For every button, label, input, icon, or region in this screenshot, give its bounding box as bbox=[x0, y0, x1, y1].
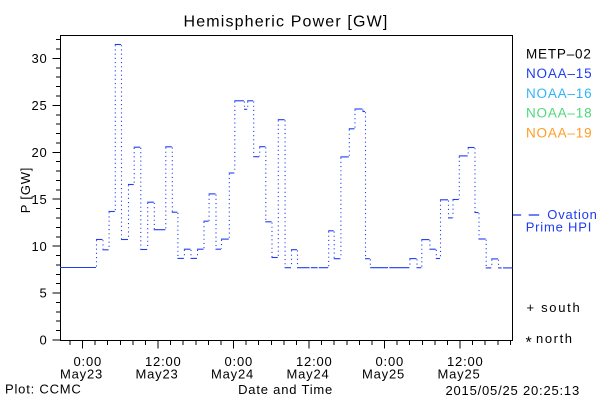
svg-text:May24: May24 bbox=[211, 367, 254, 382]
svg-text:May23: May23 bbox=[135, 367, 178, 382]
svg-text:0:00: 0:00 bbox=[376, 354, 405, 369]
svg-text:NOAA–19: NOAA–19 bbox=[526, 126, 592, 141]
svg-text:Date and Time: Date and Time bbox=[238, 382, 333, 397]
svg-text:12:00: 12:00 bbox=[447, 354, 484, 369]
svg-text:30: 30 bbox=[31, 51, 47, 66]
svg-text:north: north bbox=[536, 331, 574, 346]
svg-text:+ south: + south bbox=[527, 300, 582, 315]
svg-text:0:00: 0:00 bbox=[74, 354, 103, 369]
svg-text:0: 0 bbox=[39, 333, 47, 348]
svg-text:NOAA–16: NOAA–16 bbox=[526, 86, 592, 101]
svg-text:May24: May24 bbox=[286, 367, 329, 382]
svg-text:May25: May25 bbox=[437, 367, 480, 382]
svg-text:12:00: 12:00 bbox=[296, 354, 333, 369]
svg-text:NOAA–18: NOAA–18 bbox=[526, 106, 592, 121]
svg-text:20: 20 bbox=[31, 145, 47, 160]
svg-text:Plot: CCMC: Plot: CCMC bbox=[5, 382, 82, 397]
svg-text:10: 10 bbox=[31, 239, 47, 254]
svg-text:P [GW]: P [GW] bbox=[18, 167, 33, 213]
svg-text:2015/05/25 20:25:13: 2015/05/25 20:25:13 bbox=[446, 383, 580, 398]
svg-text:Hemispheric Power [GW]: Hemispheric Power [GW] bbox=[184, 14, 389, 31]
svg-text:Prime HPI: Prime HPI bbox=[526, 220, 592, 235]
svg-text:25: 25 bbox=[31, 98, 47, 113]
svg-text:12:00: 12:00 bbox=[145, 354, 182, 369]
svg-text:May25: May25 bbox=[362, 367, 405, 382]
svg-text:Ovation: Ovation bbox=[547, 207, 597, 222]
svg-text:May23: May23 bbox=[60, 367, 103, 382]
svg-text:NOAA–15: NOAA–15 bbox=[526, 66, 592, 81]
svg-text:METP–02: METP–02 bbox=[526, 47, 592, 62]
svg-text:0:00: 0:00 bbox=[225, 354, 254, 369]
svg-text:15: 15 bbox=[31, 192, 47, 207]
svg-text:5: 5 bbox=[39, 286, 47, 301]
svg-text:*: * bbox=[526, 335, 533, 352]
